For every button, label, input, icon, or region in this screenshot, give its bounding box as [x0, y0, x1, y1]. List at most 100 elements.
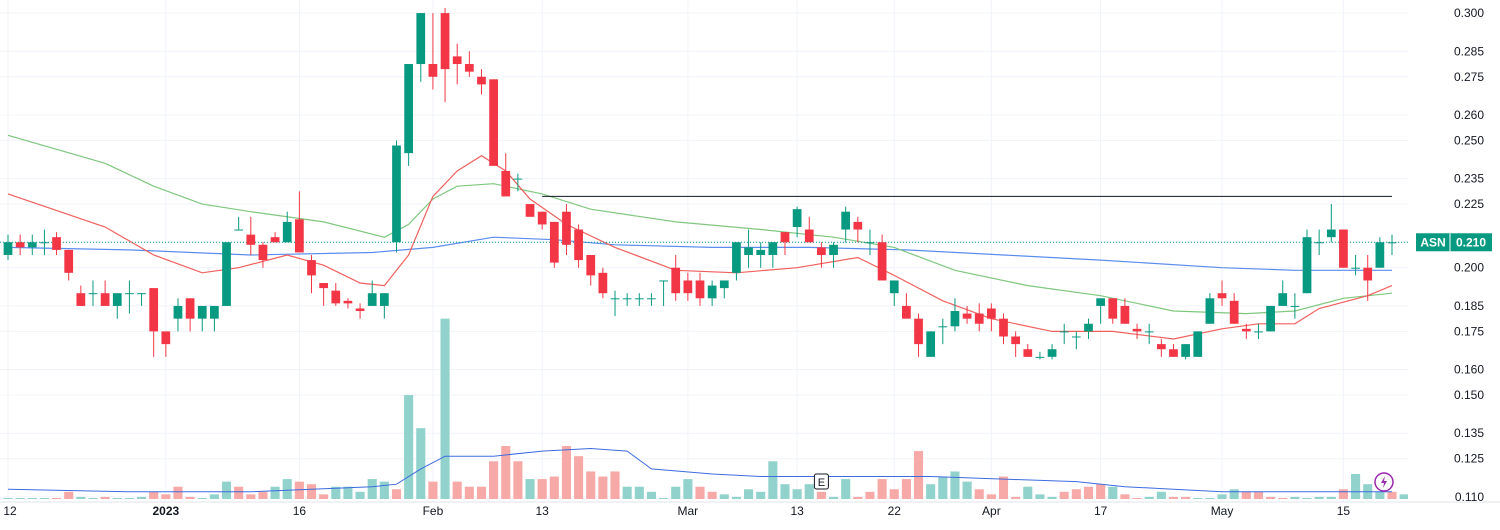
candle-body [804, 229, 814, 243]
candle-body [185, 298, 195, 319]
volume-bar [331, 486, 341, 499]
volume-bar [367, 479, 377, 499]
volume-bar [719, 494, 729, 499]
volume-bar [780, 484, 790, 499]
volume-bar [1120, 494, 1130, 499]
candle-body [1266, 305, 1275, 332]
y-tick-label: 0.235 [1454, 172, 1484, 186]
volume-bar [258, 491, 268, 499]
volume-bar [646, 491, 656, 499]
candle-body [379, 293, 389, 306]
x-tick-label: Apr [982, 504, 1001, 518]
volume-bar [1083, 486, 1094, 499]
volume-bar [1193, 498, 1203, 499]
candle-body [282, 221, 292, 243]
volume-bar [1217, 494, 1227, 499]
y-tick-label: 0.250 [1454, 133, 1484, 147]
volume-bar [440, 318, 450, 499]
ma-mid-line [7, 134, 1393, 315]
volume-bar [1241, 491, 1251, 499]
y-tick-label: 0.150 [1454, 388, 1484, 402]
candle-body [1096, 298, 1106, 306]
grid [0, 0, 1408, 502]
candle-body [76, 293, 86, 306]
candle-body [3, 242, 13, 255]
x-tick-label: 17 [1094, 504, 1108, 518]
y-tick-label: 0.260 [1454, 108, 1484, 122]
volume-bar [768, 461, 778, 499]
volume-bar [731, 496, 741, 499]
candle-body [719, 280, 729, 289]
volume-bar [100, 496, 110, 499]
candle-body [1339, 229, 1348, 268]
candle-body [197, 305, 207, 319]
volume-bar [136, 496, 147, 499]
candle-body [416, 13, 426, 65]
y-tick-label: 0.185 [1454, 299, 1484, 313]
volume-bar [525, 479, 535, 499]
volume-bar [1205, 498, 1215, 499]
volume-bar [1023, 486, 1033, 499]
candle-body [962, 313, 972, 319]
price-axis[interactable]: 0.300 0.285 0.275 0.260 0.250 0.235 0.225 0.210… [1408, 0, 1500, 530]
candle-body [914, 318, 923, 345]
candle-body [1084, 323, 1093, 332]
volume-bar [379, 481, 389, 499]
candle-body [902, 305, 911, 319]
candle-body [112, 293, 122, 306]
volume-bar [598, 476, 608, 499]
volume-bar [391, 489, 402, 499]
candle-body [27, 242, 37, 248]
candle-body [307, 260, 316, 276]
y-tick-label: 0.285 [1454, 44, 1484, 58]
volume-bar [671, 486, 681, 499]
candle-body [598, 272, 608, 294]
candle-body [671, 267, 681, 294]
volume-bar [816, 491, 826, 499]
candle-body [574, 229, 583, 261]
volume-bar [452, 481, 462, 499]
candle-body [52, 237, 61, 250]
candle-body [477, 76, 486, 85]
volume-bar [161, 494, 171, 499]
candle-body [1047, 349, 1057, 357]
volume-bar [306, 484, 317, 499]
volume-bar [319, 494, 329, 499]
volume-bar [39, 498, 49, 499]
time-axis[interactable]: 12 2023 16 Feb 13 Mar 13 22 Apr 17 May 15 [0, 501, 1500, 530]
volume-bar [27, 498, 37, 499]
volume-bar [986, 494, 996, 499]
candle-body [1120, 305, 1130, 324]
lightning-icon-bolt [1381, 476, 1387, 488]
candle-body [331, 290, 341, 304]
volume-bar [926, 484, 936, 499]
candle-body [768, 242, 778, 255]
candle-body [1278, 293, 1288, 306]
volume-bar [744, 489, 754, 499]
volume-bar [1387, 491, 1397, 499]
volume-ma-line [7, 447, 1392, 493]
candle-body [986, 308, 996, 319]
volume-bar [1253, 491, 1264, 499]
y-tick-label: 0.300 [1454, 6, 1484, 20]
volume-bar [416, 428, 426, 499]
candle-body [877, 242, 887, 281]
candle-body [999, 318, 1008, 337]
volume-bar [853, 496, 863, 499]
candle-body [1387, 242, 1397, 244]
volume-bar [221, 481, 232, 499]
volume-bar [173, 486, 183, 499]
volume-bar [622, 486, 632, 499]
volume-bar [877, 479, 887, 499]
volume-bar [270, 486, 280, 499]
candle-body [1229, 300, 1239, 324]
candle-body [647, 298, 656, 300]
volume-bar [828, 496, 839, 499]
volume-bar [950, 471, 960, 499]
candle-body [452, 56, 462, 65]
y-tick-label: 0.275 [1454, 70, 1484, 84]
volume-bar [574, 456, 584, 499]
candle-body [926, 331, 936, 357]
volume-bar [549, 476, 559, 499]
